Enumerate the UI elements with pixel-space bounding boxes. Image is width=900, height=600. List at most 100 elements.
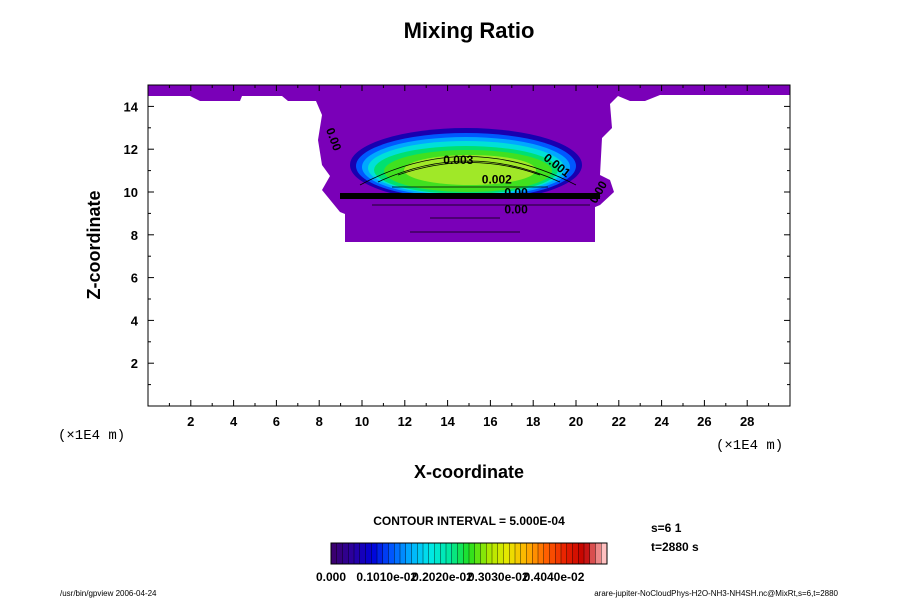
colorbar-cell <box>601 543 608 564</box>
x-tick-label: 2 <box>187 414 194 429</box>
colorbar-cell <box>595 543 602 564</box>
colorbar-cell <box>451 543 458 564</box>
colorbar-cell <box>359 543 366 564</box>
y-tick-label: 6 <box>131 271 138 286</box>
colorbar-cell <box>515 543 522 564</box>
colorbar-cell <box>526 543 533 564</box>
y-tick-label: 12 <box>124 142 138 157</box>
t-label: t=2880 s <box>651 540 699 554</box>
contour-label: 0.00 <box>504 185 528 199</box>
x-tick-label: 18 <box>526 414 540 429</box>
colorbar-cell <box>342 543 349 564</box>
contour-interval-text: CONTOUR INTERVAL = 5.000E-04 <box>373 514 565 528</box>
footer-left: /usr/bin/gpview 2006-04-24 <box>60 589 157 598</box>
colorbar-frame <box>330 542 608 565</box>
colorbar-cell <box>423 543 430 564</box>
colorbar-cell <box>543 543 550 564</box>
colorbar-cell <box>382 543 389 564</box>
colorbar-cell <box>428 543 435 564</box>
colorbar-tick-label: 0.4040e-02 <box>524 570 585 584</box>
colorbar-cell <box>584 543 591 564</box>
colorbar-cell <box>474 543 481 564</box>
plume-lower-fill <box>345 199 595 242</box>
colorbar-cell <box>509 543 516 564</box>
y-tick-label: 14 <box>124 99 139 114</box>
colorbar-cell <box>336 543 343 564</box>
colorbar-cell <box>486 543 493 564</box>
colorbar-cell <box>371 543 378 564</box>
colorbar-cell <box>555 543 562 564</box>
colorbar-cell <box>589 543 596 564</box>
colorbar-cell <box>365 543 372 564</box>
colorbar-cell <box>492 543 499 564</box>
colorbar-cell <box>446 543 453 564</box>
colorbar-cell <box>561 543 568 564</box>
colorbar-cell <box>394 543 401 564</box>
contour-line-1 <box>359 156 577 186</box>
colorbar-cell <box>520 543 527 564</box>
colorbar-cell <box>578 543 585 564</box>
colorbar-tick-label: 0.2020e-02 <box>412 570 473 584</box>
y-tick-label: 10 <box>124 185 138 200</box>
colorbar <box>330 543 608 564</box>
contour-label: 0.00 <box>504 202 528 216</box>
colorbar-cell <box>457 543 464 564</box>
y-tick-label: 2 <box>131 356 138 371</box>
chart-title: Mixing Ratio <box>404 18 535 43</box>
colorbar-cell <box>566 543 573 564</box>
colorbar-cell <box>417 543 424 564</box>
x-tick-label: 12 <box>398 414 412 429</box>
x-tick-label: 26 <box>697 414 711 429</box>
x-tick-label: 10 <box>355 414 369 429</box>
colorbar-tick-label: 0.3030e-02 <box>468 570 529 584</box>
x-tick-label: 22 <box>612 414 626 429</box>
colorbar-cell <box>538 543 545 564</box>
colorbar-cell <box>377 543 384 564</box>
colorbar-cell <box>354 543 361 564</box>
contour-label: 0.002 <box>482 172 512 186</box>
colorbar-cell <box>400 543 407 564</box>
colorbar-cell <box>348 543 355 564</box>
colorbar-cell <box>549 543 556 564</box>
y-axis-ticks: 2 4 6 8 10 12 14 <box>124 99 790 386</box>
colorbar-cell <box>411 543 418 564</box>
colorbar-cell <box>405 543 412 564</box>
plume-base-cut <box>340 193 600 199</box>
colorbar-cell <box>497 543 504 564</box>
x-tick-label: 6 <box>273 414 280 429</box>
s-label: s=6 1 <box>651 521 682 535</box>
y-units-label: (×1E4 m) <box>58 428 125 444</box>
colorbar-cell <box>480 543 487 564</box>
x-axis-label: X-coordinate <box>414 462 524 482</box>
contour-label: 0.003 <box>443 153 473 167</box>
colorbar-tick-labels: 0.000 0.1010e-020.2020e-020.3030e-020.404… <box>316 570 585 584</box>
footer-right: arare-jupiter-NoCloudPhys-H2O-NH3-NH4SH.… <box>594 589 838 598</box>
x-tick-label: 14 <box>440 414 455 429</box>
colorbar-cell <box>331 543 338 564</box>
y-tick-label: 4 <box>131 313 139 328</box>
colorbar-cell <box>434 543 441 564</box>
x-units-label: (×1E4 m) <box>716 438 783 454</box>
y-tick-label: 8 <box>131 228 138 243</box>
x-axis-ticks: 2 4 6 8 10 12 14 16 18 20 22 24 26 28 <box>168 85 770 429</box>
contour-line-3 <box>397 162 541 176</box>
colorbar-tick-label: 0.000 <box>316 570 346 584</box>
x-tick-label: 20 <box>569 414 583 429</box>
colorbar-cell <box>463 543 470 564</box>
colorbar-cell <box>388 543 395 564</box>
x-tick-label: 16 <box>483 414 497 429</box>
colorbar-cell <box>532 543 539 564</box>
x-tick-label: 4 <box>230 414 238 429</box>
x-tick-label: 24 <box>654 414 669 429</box>
contour-line-2 <box>377 160 561 183</box>
x-tick-label: 28 <box>740 414 754 429</box>
colorbar-cell <box>469 543 476 564</box>
x-tick-label: 8 <box>316 414 323 429</box>
colorbar-cell <box>572 543 579 564</box>
colorbar-cell <box>503 543 510 564</box>
colorbar-tick-label: 0.1010e-02 <box>356 570 417 584</box>
colorbar-cell <box>440 543 447 564</box>
y-axis-label: Z-coordinate <box>84 190 104 299</box>
